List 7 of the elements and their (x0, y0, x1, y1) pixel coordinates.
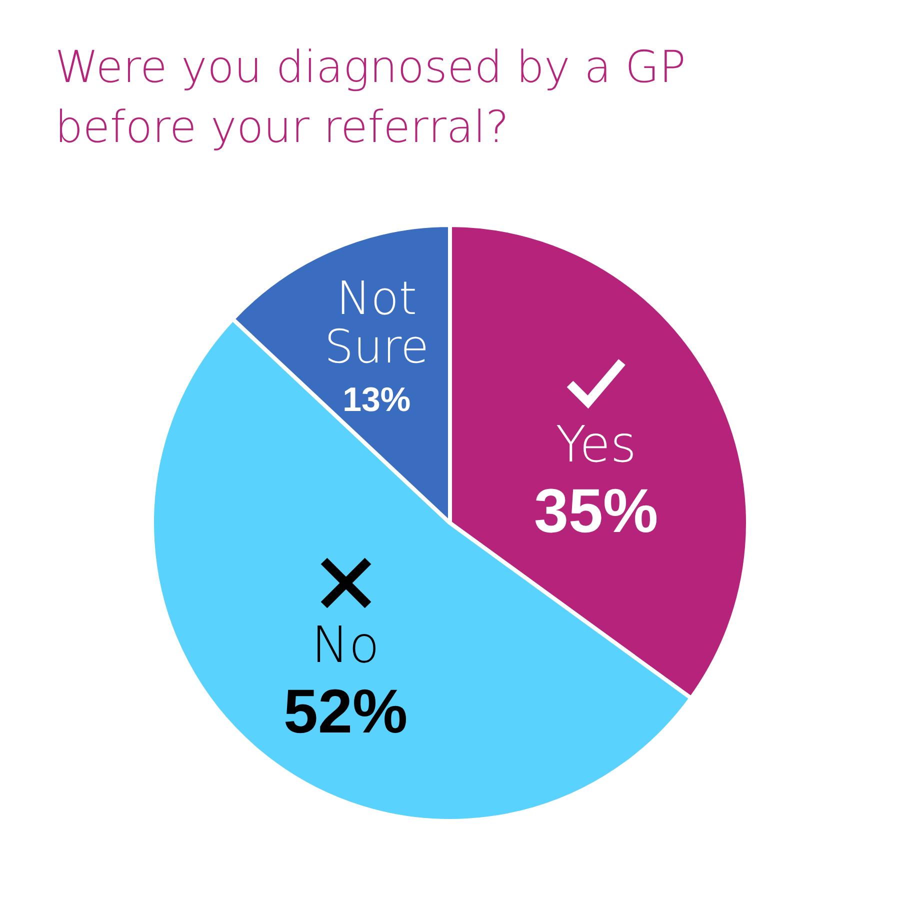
data-label: 13% (342, 381, 411, 420)
slice-label: Yes (556, 415, 636, 474)
data-label: 35% (534, 476, 658, 546)
data-label: 52% (283, 678, 408, 747)
slice-label: Not Sure (324, 271, 429, 374)
slice-label: No (312, 616, 380, 674)
chart-title: Were you diagnosed by a GP before your referral? (55, 41, 687, 155)
